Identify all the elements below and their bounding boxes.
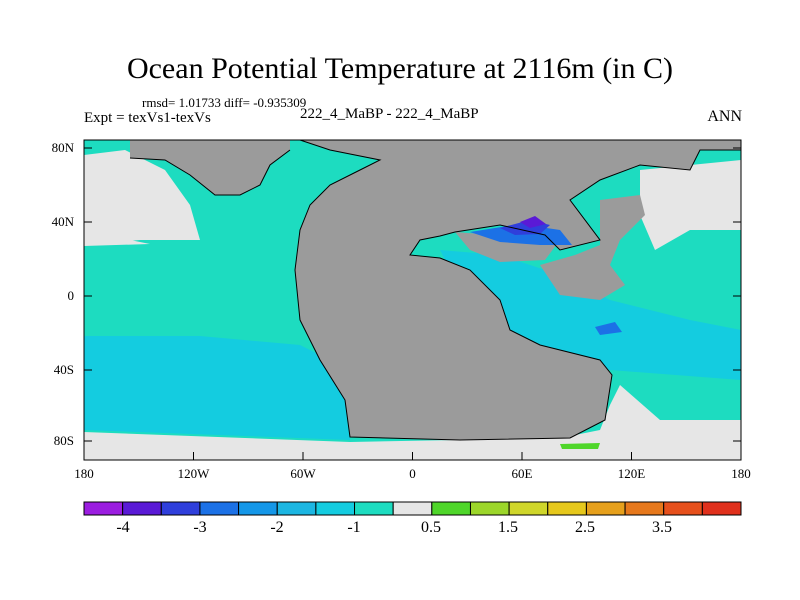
colorbar-label-1: -4 <box>116 519 130 536</box>
anomaly-band-south <box>84 336 350 440</box>
experiment-label: Expt = texVs1-texVs <box>84 110 211 126</box>
lon-label-120e: 120E <box>617 466 646 481</box>
case-label: 222_4_MaBP - 222_4_MaBP <box>300 106 479 122</box>
nodata-arctic-west <box>84 150 200 245</box>
anomaly-tethys-4 <box>520 216 546 228</box>
colorbar-swatch <box>83 501 124 516</box>
colorbar-swatch <box>276 501 317 516</box>
colorbar-swatch <box>701 501 742 516</box>
land-north-america <box>130 140 290 195</box>
anomaly-positive-patch <box>560 443 600 449</box>
nodata-arctic-east <box>640 160 741 250</box>
colorbar-swatch <box>663 501 703 516</box>
colorbar-swatch <box>160 501 201 516</box>
colorbar-label-8: 3.5 <box>652 519 672 536</box>
season-label: ANN <box>707 108 742 125</box>
map-title: Ocean Potential Temperature at 2116m (in… <box>126 52 674 85</box>
lon-label-180w: 180 <box>74 466 94 481</box>
lon-label-0: 0 <box>409 466 416 481</box>
coastline <box>294 139 741 441</box>
y-ticks <box>84 147 741 442</box>
coastline-na <box>129 149 291 196</box>
anomaly-indian-patch <box>595 322 622 335</box>
colorbar-swatch <box>469 501 510 516</box>
colorbar-label-5: 0.5 <box>421 519 441 536</box>
colorbar-swatch <box>624 501 665 516</box>
lat-label-40s: 40S <box>53 362 74 377</box>
colorbar <box>83 501 742 516</box>
land-pangaea <box>295 140 741 440</box>
colorbar-swatch <box>238 501 278 516</box>
anomaly-band-indian <box>440 250 741 380</box>
lon-label-180e: 180 <box>731 466 751 481</box>
nodata-southern <box>84 385 741 460</box>
colorbar-swatch <box>392 501 433 516</box>
colorbar-swatch <box>508 501 549 516</box>
lon-label-120w: 120W <box>177 466 210 481</box>
colorbar-swatch <box>315 501 356 516</box>
colorbar-swatch <box>122 501 162 516</box>
lon-label-60w: 60W <box>290 466 316 481</box>
lat-label-40n: 40N <box>51 214 74 229</box>
colorbar-label-7: 2.5 <box>575 519 595 536</box>
lon-label-60e: 60E <box>511 466 533 481</box>
colorbar-swatch <box>547 501 587 516</box>
colorbar-swatch <box>585 501 626 516</box>
nodata-strip <box>84 240 150 246</box>
rmsd-diff-stats: rmsd= 1.01733 diff= -0.935309 <box>142 95 307 110</box>
colorbar-swatch <box>199 501 240 516</box>
lat-label-0: 0 <box>67 288 75 303</box>
x-ticks <box>83 452 742 460</box>
colorbar-label-3: -2 <box>270 519 284 536</box>
colorbar-label-6: 1.5 <box>498 519 518 536</box>
lat-label-80n: 80N <box>51 140 74 155</box>
land-east-island <box>540 195 645 300</box>
colorbar-swatch <box>354 501 394 516</box>
colorbar-swatch <box>431 501 471 516</box>
colorbar-label-4: -1 <box>347 519 361 536</box>
lat-label-80s: 80S <box>53 433 74 448</box>
colorbar-label-2: -3 <box>193 519 207 536</box>
